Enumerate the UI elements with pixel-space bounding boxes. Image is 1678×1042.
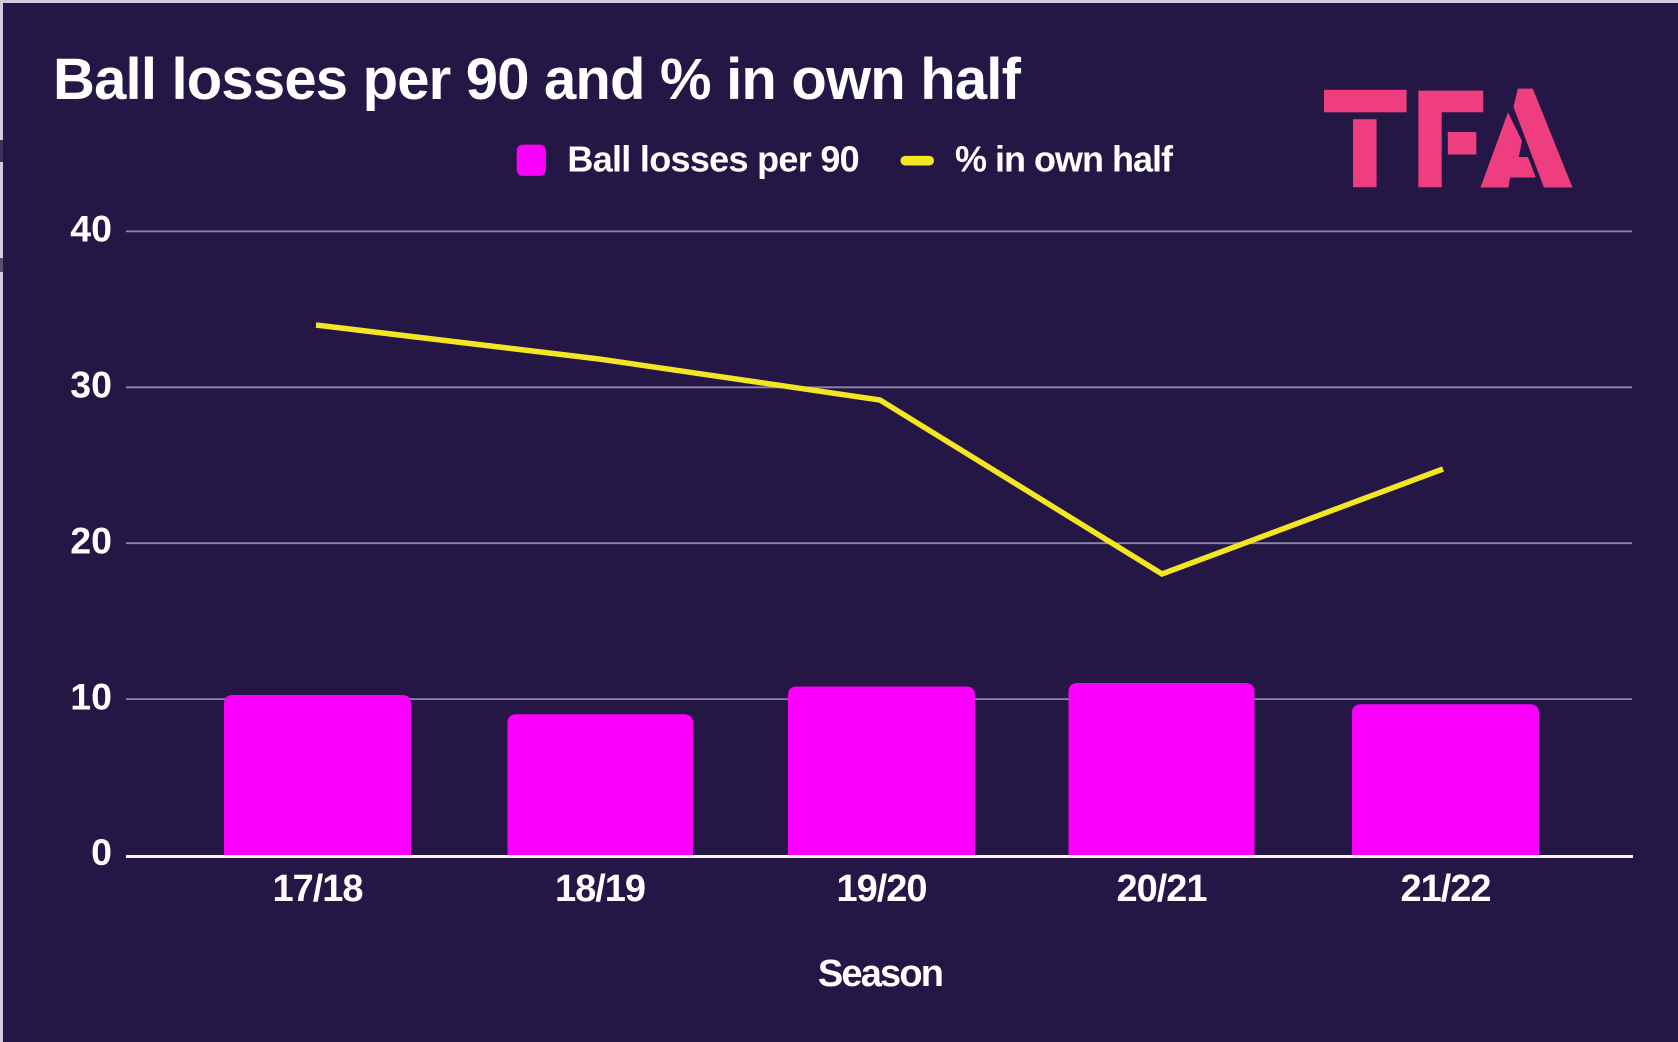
svg-text:10: 10 — [70, 675, 112, 717]
svg-text:20/21: 20/21 — [1116, 868, 1207, 910]
svg-text:19/20: 19/20 — [836, 868, 926, 910]
svg-text:Season: Season — [818, 953, 942, 995]
svg-text:Ball losses per 90: Ball losses per 90 — [567, 138, 859, 179]
svg-text:18/19: 18/19 — [555, 868, 645, 910]
svg-text:% in own half: % in own half — [955, 138, 1174, 179]
svg-text:30: 30 — [70, 364, 112, 406]
svg-text:Ball losses per 90 and % in ow: Ball losses per 90 and % in own half — [53, 47, 1022, 112]
svg-text:0: 0 — [91, 831, 112, 873]
svg-text:20: 20 — [70, 519, 112, 561]
svg-text:40: 40 — [70, 208, 112, 250]
svg-text:21/22: 21/22 — [1400, 868, 1490, 910]
svg-text:17/18: 17/18 — [272, 868, 362, 910]
